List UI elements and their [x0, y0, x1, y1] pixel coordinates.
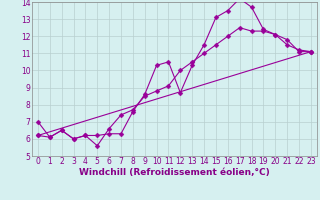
X-axis label: Windchill (Refroidissement éolien,°C): Windchill (Refroidissement éolien,°C): [79, 168, 270, 177]
